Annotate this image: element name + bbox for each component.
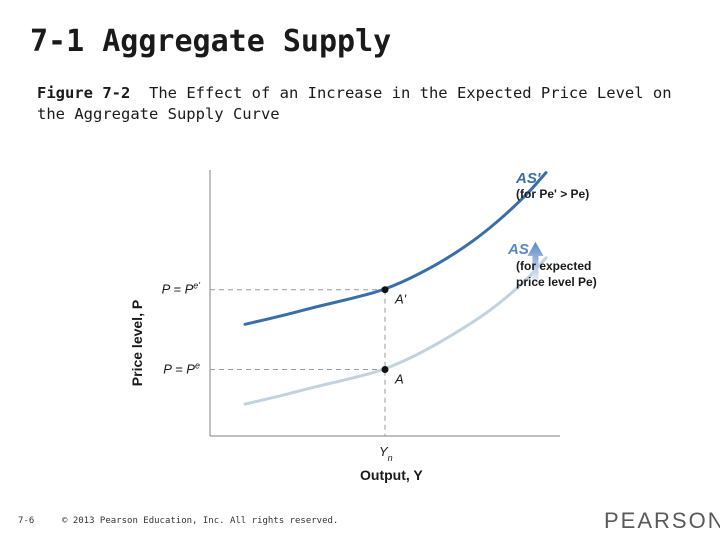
point-a [381, 366, 389, 373]
slide-title: 7-1 Aggregate Supply [30, 24, 392, 59]
x-tick-label-0: Yn [379, 444, 393, 463]
series-label-as: AS [507, 241, 529, 258]
y-tick-label-1: P = Pe [163, 361, 200, 377]
series-note-as-line1: (for expected [516, 259, 591, 273]
series-note-as-prime: (for Pe' > Pe) [516, 187, 589, 201]
y-tick-label-0: P = Pe' [162, 281, 201, 297]
figure-caption: Figure 7-2 The Effect of an Increase in … [37, 83, 677, 125]
series-line-as [243, 256, 548, 406]
x-axis-label: Output, Y [360, 467, 423, 483]
shift-up-arrow [527, 241, 544, 288]
page-number: 7-6 [18, 516, 35, 526]
series-note-as-line2: price level Pe) [516, 275, 597, 289]
figure-caption-text: The Effect of an Increase in the Expecte… [37, 84, 672, 123]
copyright-notice: © 2013 Pearson Education, Inc. All right… [62, 516, 339, 526]
point-label-a-prime: A' [394, 292, 407, 307]
point-a-prime [381, 286, 389, 294]
y-axis-label: Price level, P [129, 300, 145, 386]
series-label-as-prime: AS' [515, 170, 541, 187]
series-line-as-prime [243, 171, 548, 326]
point-label-a: A [394, 372, 404, 387]
pearson-logo: PEARSON [604, 508, 720, 533]
figure-label: Figure 7-2 [37, 84, 131, 102]
